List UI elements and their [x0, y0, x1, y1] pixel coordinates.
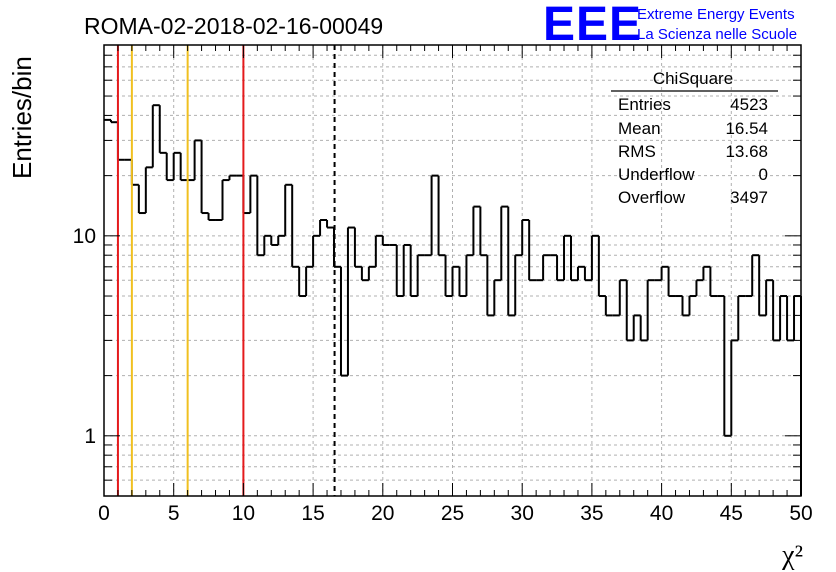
- reference-lines: [116, 45, 336, 496]
- logo-acronym: EEE: [543, 0, 642, 51]
- plot-title: ROMA-02-2018-02-16-00049: [84, 13, 383, 39]
- stats-label-underflow: Underflow: [618, 165, 695, 184]
- x-tick-label: 45: [720, 502, 743, 525]
- stats-value-overflow: 3497: [730, 188, 768, 207]
- stats-value-rms: 13.68: [725, 142, 768, 161]
- stats-value-underflow: 0: [759, 165, 768, 184]
- x-tick-label: 15: [301, 502, 324, 525]
- stats-value-mean: 16.54: [725, 119, 768, 138]
- stats-box: ChiSquare Entries 4523 Mean 16.54 RMS 13…: [611, 69, 778, 207]
- stats-title: ChiSquare: [653, 69, 733, 88]
- stats-label-rms: RMS: [618, 142, 656, 161]
- logo-line-2: La Scienza nelle Scuole: [637, 26, 797, 43]
- stats-value-entries: 4523: [730, 95, 768, 114]
- x-tick-label: 10: [232, 502, 255, 525]
- x-tick-label: 50: [789, 502, 812, 525]
- stats-label-overflow: Overflow: [618, 188, 686, 207]
- y-tick-label: 1: [84, 425, 96, 448]
- stats-label-entries: Entries: [618, 95, 671, 114]
- x-tick-label: 25: [441, 502, 464, 525]
- x-tick-label: 5: [168, 502, 180, 525]
- x-tick-label: 35: [580, 502, 603, 525]
- x-tick-label: 20: [371, 502, 394, 525]
- axes: 0 5 10 15 20 25 30 35 40 45 50 1 10: [73, 44, 813, 525]
- x-tick-label: 30: [511, 502, 534, 525]
- x-tick-label: 0: [98, 502, 110, 525]
- stats-label-mean: Mean: [618, 119, 661, 138]
- y-tick-label: 10: [73, 225, 96, 248]
- logo-line-1: Extreme Energy Events: [637, 6, 795, 23]
- y-axis-label: Entries/bin: [7, 56, 37, 179]
- eee-logo: EEE Extreme Energy Events La Scienza nel…: [543, 0, 797, 51]
- x-axis-label: χ²: [781, 540, 803, 571]
- x-tick-label: 40: [650, 502, 673, 525]
- histogram: [104, 104, 802, 496]
